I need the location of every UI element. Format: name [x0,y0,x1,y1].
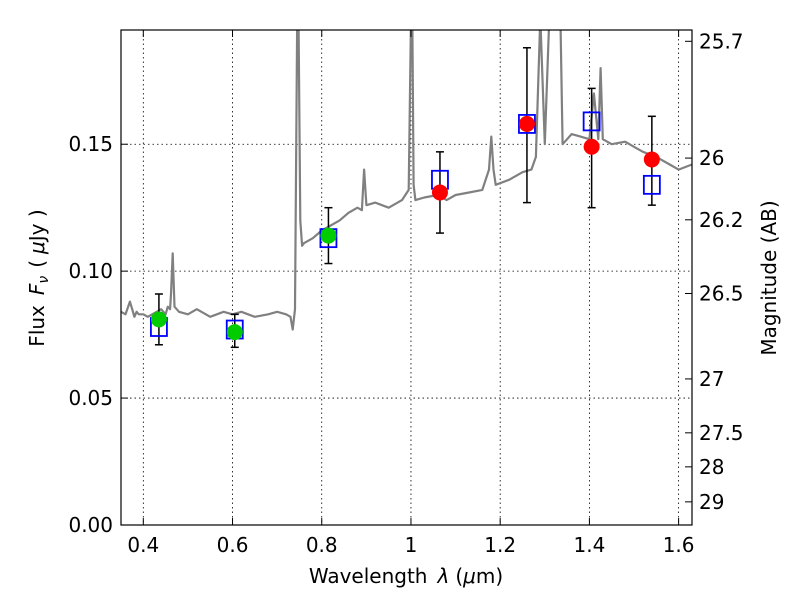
photometry-circle-marker [431,184,448,201]
y2-tick-label: 26.5 [699,281,744,305]
photometry-square-marker [642,174,661,195]
photometry-square-marker [582,111,601,132]
series-layer [121,30,692,349]
x-axis-title: Wavelength λ (μm) [309,564,503,588]
photometry-circle-marker [643,151,660,168]
y2-tick-label: 26.2 [699,208,744,232]
x-tick-label: 0.8 [306,533,338,557]
y-tick-label: 0.15 [68,132,113,156]
x-tick-label: 0.6 [217,533,249,557]
photometry-circle-marker [150,311,167,328]
photometry-circle-marker [226,324,243,341]
y2-tick-label: 27 [699,367,724,391]
y-axis-title: FluxFν(μJy ) [25,209,52,346]
photometry-circle-marker [320,227,337,244]
y2-tick-label: 26 [699,146,724,170]
y-tick-label: 0.05 [68,386,113,410]
y-tick-label: 0.10 [68,259,113,283]
plot-area [121,30,692,525]
x-tick-label: 1.6 [663,533,695,557]
photometry-circle-marker [583,138,600,155]
x-tick-label: 1.4 [573,533,605,557]
plot-frame [120,29,693,526]
y2-tick-label: 27.5 [699,421,744,445]
ticks: 0.4 0.6 0.8 1 1.2 1.4 1.6 0.00 0.05 0.10 0.15 25.7 2… [68,29,743,557]
model-spectrum-line [121,30,692,331]
x-tick-label: 1 [405,533,418,557]
photometry-circle-marker [518,115,535,132]
y2-axis-title: Magnitude (AB) [757,200,781,355]
x-tick-label: 1.2 [484,533,516,557]
y2-tick-label: 25.7 [699,29,744,53]
grid [121,30,692,526]
x-tick-label: 0.4 [127,533,159,557]
y2-tick-label: 28 [699,455,724,479]
y2-tick-label: 29 [699,490,724,514]
y-tick-label: 0.00 [68,513,113,537]
